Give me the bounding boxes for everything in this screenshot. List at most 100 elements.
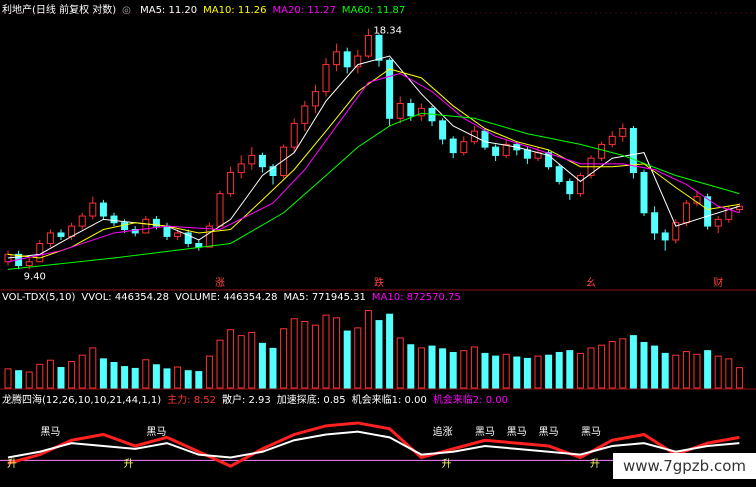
candle-body bbox=[57, 232, 65, 237]
header-item: 加速探底: 0.85 bbox=[276, 395, 346, 406]
signal-label: 追涨 bbox=[433, 425, 453, 438]
indicator-line bbox=[7, 421, 740, 468]
volume-bar bbox=[470, 346, 478, 389]
security-name: 利地产(日线 前复权 对数) bbox=[2, 5, 117, 16]
candle-body bbox=[174, 232, 182, 237]
candle-body bbox=[608, 135, 616, 145]
candle-body bbox=[492, 146, 500, 156]
candle-body bbox=[333, 51, 341, 66]
header-item: MA10: 872570.75 bbox=[371, 292, 461, 303]
candle-body bbox=[502, 143, 510, 156]
volume-bar bbox=[672, 354, 680, 389]
ma-line bbox=[7, 112, 740, 270]
candle-body bbox=[439, 120, 447, 140]
candle-body bbox=[152, 218, 160, 227]
candle-body bbox=[725, 208, 733, 220]
candle-body bbox=[46, 232, 54, 244]
candle-body bbox=[714, 218, 722, 227]
header-item: 机会来临2: 0.00 bbox=[432, 395, 508, 406]
volume-bar bbox=[587, 347, 595, 389]
volume-bar bbox=[375, 320, 383, 389]
candle-body bbox=[629, 128, 637, 174]
candle-body bbox=[417, 107, 425, 117]
volume-bar bbox=[290, 318, 298, 389]
volume-bar bbox=[174, 366, 182, 389]
volume-bar bbox=[322, 314, 330, 389]
ma-line bbox=[7, 68, 740, 259]
candle-body bbox=[142, 218, 150, 234]
candle-body bbox=[290, 122, 298, 148]
volume-bar bbox=[407, 344, 415, 389]
volume-bar bbox=[460, 350, 468, 389]
volume-bar bbox=[195, 371, 203, 389]
candle-body bbox=[163, 225, 171, 237]
volume-bar bbox=[523, 357, 531, 389]
header-item: 主力: 8.52 bbox=[167, 395, 216, 406]
candle-body bbox=[184, 232, 192, 244]
volume-bar bbox=[386, 313, 394, 389]
volume-bar bbox=[131, 367, 139, 389]
header-item: 机会来临1: 0.00 bbox=[351, 395, 427, 406]
volume-bar bbox=[693, 353, 701, 389]
price-label: 18.34 bbox=[373, 26, 402, 37]
volume-bar bbox=[205, 355, 213, 389]
volume-bar bbox=[396, 337, 404, 389]
candle-body bbox=[460, 141, 468, 154]
volume-bar bbox=[735, 367, 743, 389]
candle-body bbox=[396, 103, 404, 119]
candle-body bbox=[407, 103, 415, 117]
volume-bar bbox=[57, 367, 65, 389]
volume-bar bbox=[714, 355, 722, 389]
candle-body bbox=[619, 128, 627, 137]
candle-body bbox=[78, 215, 86, 227]
signal-label: 黑马 bbox=[475, 426, 495, 438]
volume-bar bbox=[534, 355, 542, 389]
volume-bar bbox=[545, 354, 553, 389]
candle-body bbox=[131, 229, 139, 234]
indicator-header: 龙腾四海(12,26,10,10,21,44,1,1) 主力: 8.52 散户: 2… bbox=[2, 391, 514, 406]
candle-body bbox=[110, 215, 118, 224]
candle-body bbox=[343, 51, 351, 68]
signal-mark: 升 bbox=[590, 458, 600, 470]
volume-bar bbox=[301, 320, 309, 389]
volume-bar bbox=[439, 348, 447, 389]
volume-bar bbox=[513, 356, 521, 389]
candle-body bbox=[364, 34, 372, 57]
candle-body bbox=[682, 202, 690, 224]
volume-bar bbox=[640, 341, 648, 389]
candle-body bbox=[576, 174, 584, 195]
candle-body bbox=[89, 202, 97, 217]
volume-bar bbox=[682, 351, 690, 389]
volume-bar bbox=[184, 370, 192, 389]
volume-bar bbox=[555, 351, 563, 389]
candle-body bbox=[195, 242, 203, 248]
volume-bar bbox=[163, 368, 171, 389]
volume-bar bbox=[15, 370, 23, 389]
volume-bar bbox=[78, 354, 86, 389]
signal-mark: 升 bbox=[124, 458, 134, 470]
price-header: 利地产(日线 前复权 对数) ◎ MA5: 11.20 MA10: 11.26 MA2… bbox=[2, 1, 411, 16]
candle-body bbox=[322, 64, 330, 93]
volume-bar bbox=[248, 331, 256, 389]
volume-bar bbox=[68, 361, 76, 389]
signal-label: 黑马 bbox=[40, 426, 60, 438]
volume-bar bbox=[333, 317, 341, 389]
volume-bar bbox=[280, 328, 288, 389]
volume-bar bbox=[619, 338, 627, 389]
volume-bar bbox=[46, 359, 54, 389]
header-item: VVOL: 446354.28 bbox=[81, 292, 169, 303]
volume-bar bbox=[651, 345, 659, 389]
candle-body bbox=[545, 152, 553, 168]
candle-body bbox=[269, 166, 277, 176]
header-item: MA10: 11.26 bbox=[203, 5, 267, 16]
signal-label: 黑马 bbox=[507, 426, 527, 438]
candle-body bbox=[216, 193, 224, 227]
volume-bar bbox=[661, 352, 669, 389]
signal-label: 黑马 bbox=[581, 426, 601, 438]
price-label: 9.40 bbox=[24, 271, 46, 282]
volume-bar bbox=[216, 339, 224, 389]
candle-body bbox=[248, 154, 256, 165]
candle-body bbox=[598, 143, 606, 159]
